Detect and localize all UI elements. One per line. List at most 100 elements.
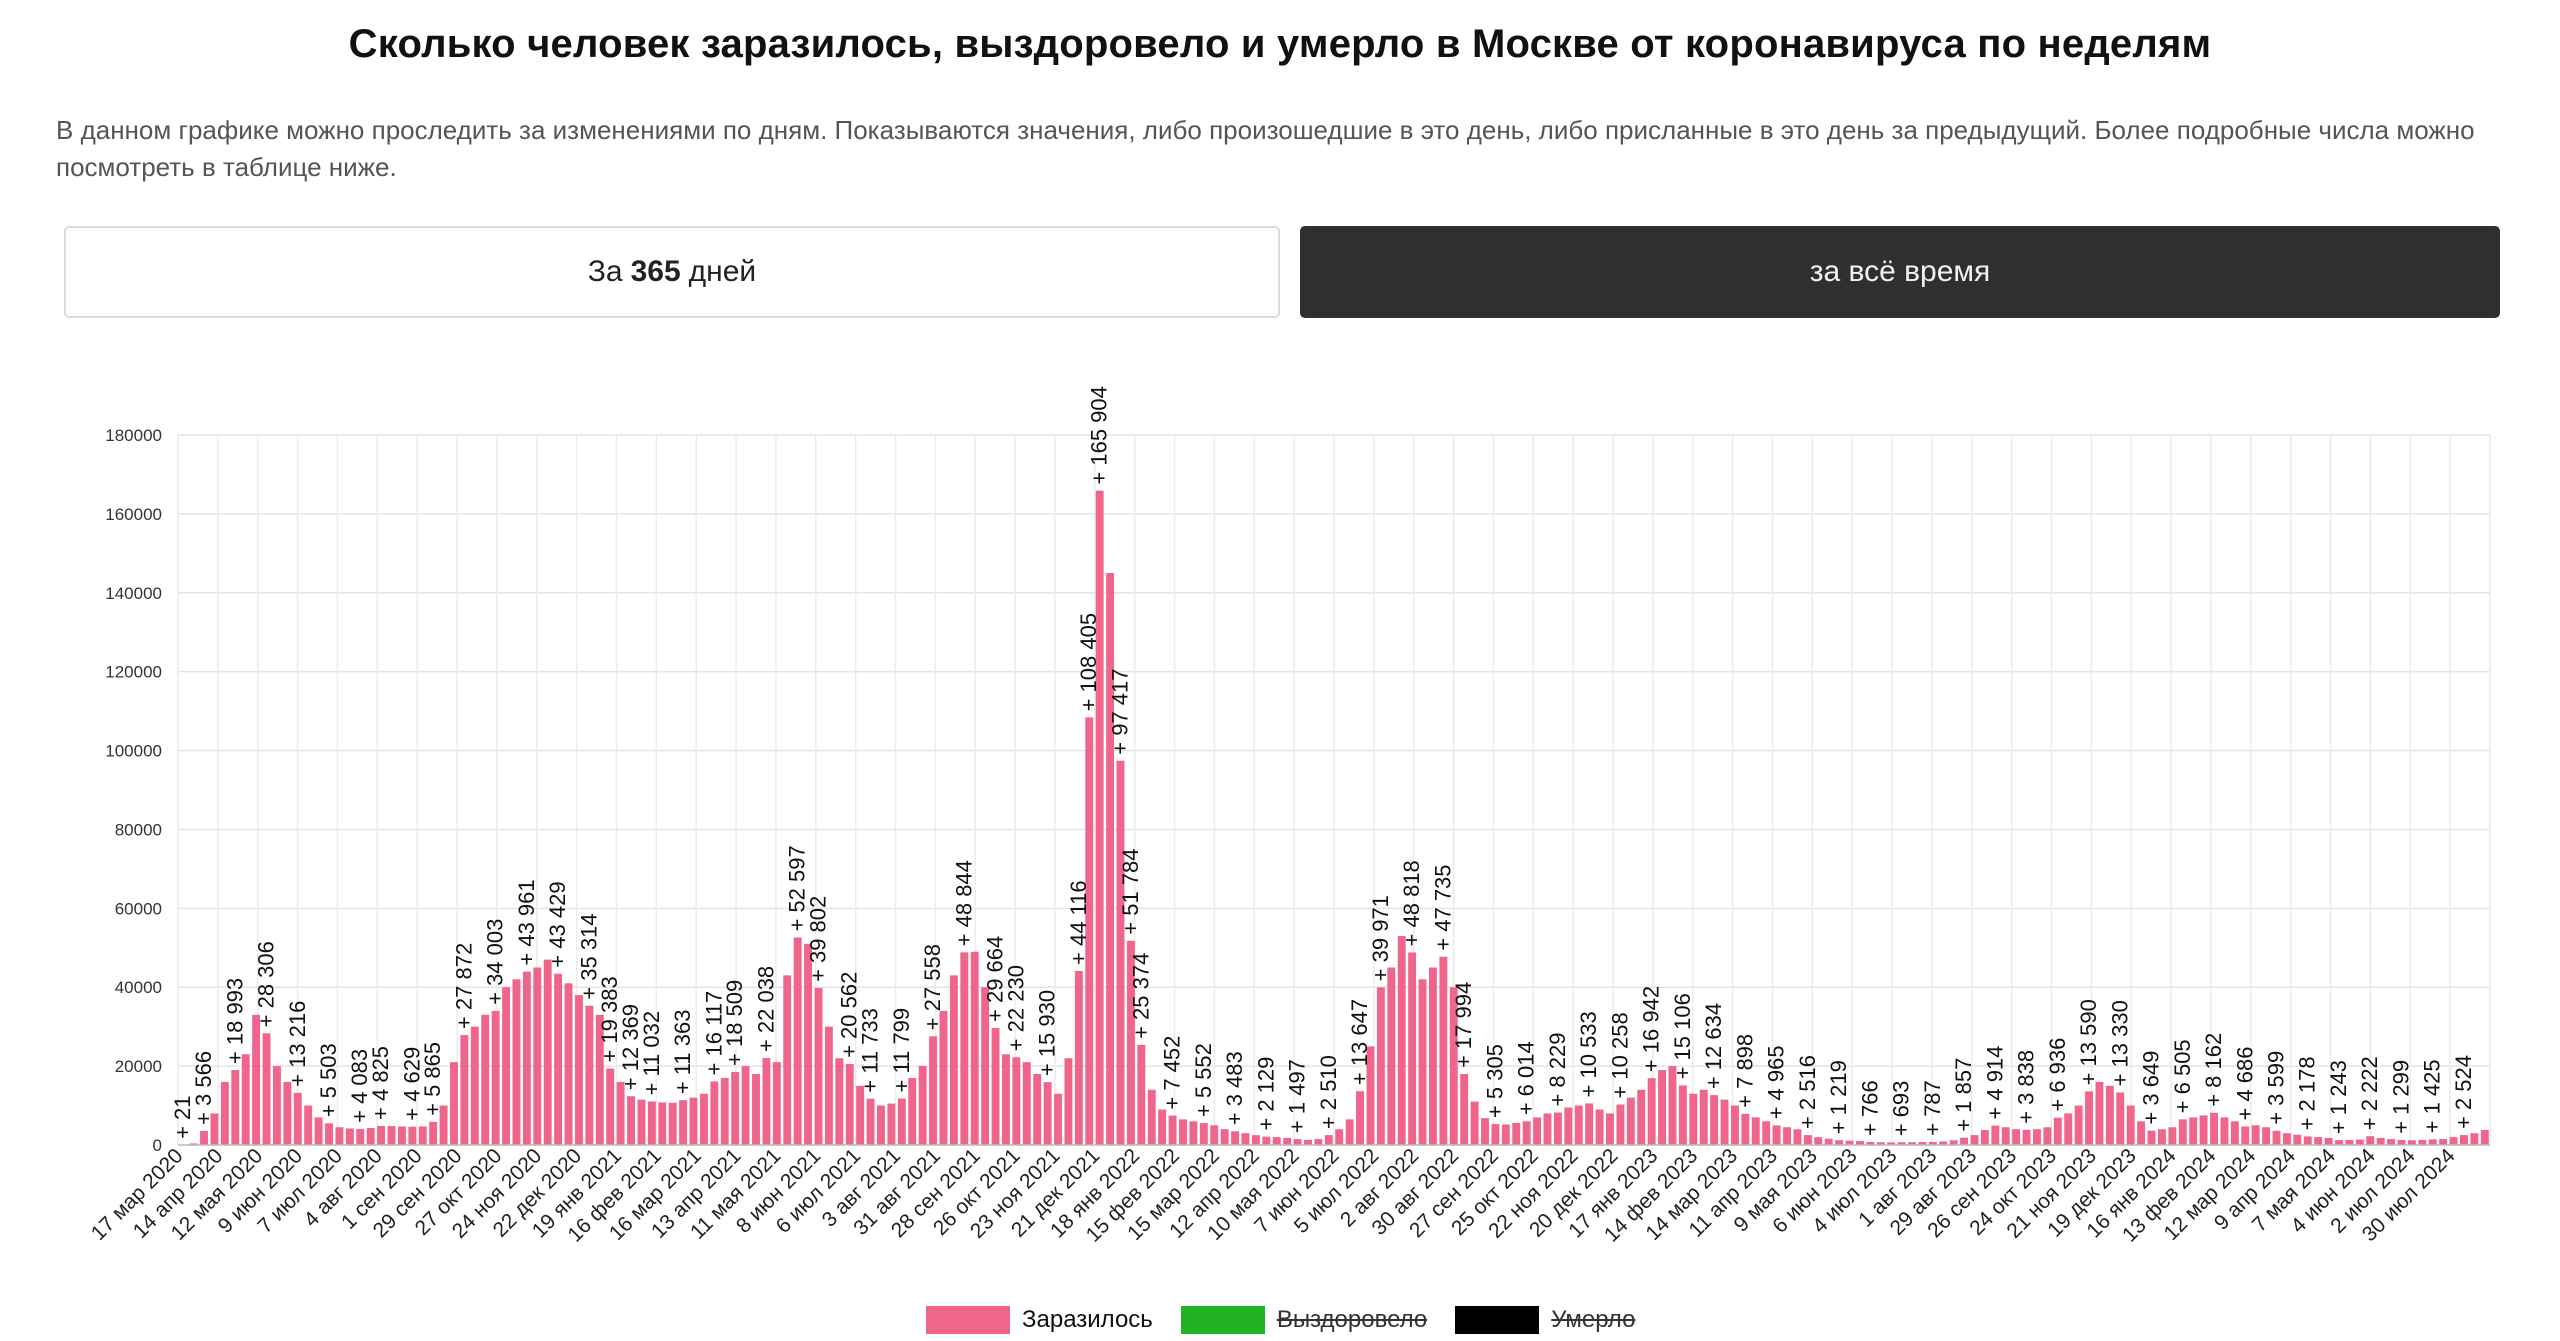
bar: [1408, 952, 1417, 1145]
bar-data-label: + 47 735: [1430, 864, 1455, 950]
bar: [574, 995, 583, 1145]
bar: [897, 1098, 906, 1145]
bar: [2095, 1081, 2104, 1145]
bar: [491, 1010, 500, 1145]
legend-item-infected[interactable]: Заразилось: [926, 1306, 1153, 1334]
bar: [2178, 1119, 2187, 1145]
bar: [908, 1077, 917, 1145]
bar-data-label: + 44 116: [1066, 880, 1091, 965]
bar: [720, 1077, 729, 1145]
bar: [2397, 1139, 2406, 1145]
bar: [679, 1100, 688, 1145]
bar: [1137, 1044, 1146, 1145]
bar: [2157, 1129, 2166, 1145]
bar: [2272, 1130, 2281, 1145]
bar: [1324, 1135, 1333, 1145]
bar: [2324, 1137, 2333, 1145]
bar: [1574, 1105, 1583, 1145]
bar: [2293, 1134, 2302, 1145]
bar: [1199, 1123, 1208, 1145]
bar: [1606, 1113, 1614, 1145]
bar: [1845, 1140, 1854, 1145]
bar: [1147, 1089, 1156, 1145]
period-number: 365: [630, 255, 681, 288]
bar: [939, 1010, 948, 1145]
bar-data-label: + 5 503: [316, 1043, 341, 1117]
all-time-label: за всё время: [1809, 255, 1991, 288]
bar: [1418, 979, 1427, 1145]
bar: [2355, 1139, 2364, 1145]
bar: [606, 1068, 615, 1145]
bar: [2043, 1127, 2052, 1145]
bar: [304, 1105, 313, 1145]
bar: [2387, 1139, 2396, 1145]
bar-data-label: + 18 993: [222, 978, 247, 1064]
bar-data-label: + 787: [1920, 1080, 1945, 1136]
period-365-button[interactable]: За 365 дней: [64, 226, 1280, 318]
bar: [439, 1105, 448, 1145]
bar: [1626, 1097, 1635, 1145]
bar-data-label: + 51 784: [1118, 848, 1143, 934]
chart-description: В данном графике можно проследить за изм…: [56, 115, 2475, 182]
bar: [772, 1062, 781, 1145]
y-tick-label: 40000: [115, 978, 162, 997]
bar: [1585, 1103, 1594, 1145]
bar: [1387, 967, 1396, 1145]
bar-data-label: + 16 942: [1639, 986, 1664, 1072]
bar: [1095, 490, 1104, 1145]
bar: [2376, 1137, 2385, 1145]
weekly-cases-chart: + 21+ 3 566+ 18 993 + 28 306+ 13 216 + 5 5…: [87, 386, 2491, 1247]
bar-data-label: + 15 930: [1035, 990, 1060, 1076]
bar: [397, 1126, 406, 1145]
bar-data-label: + 15 106: [1670, 993, 1695, 1079]
bar: [377, 1125, 386, 1145]
bar: [1397, 935, 1406, 1145]
bar: [252, 1014, 261, 1145]
bar: [1126, 940, 1135, 1145]
bar: [1970, 1135, 1979, 1145]
legend-item-recovered[interactable]: Выздоровело: [1180, 1306, 1427, 1334]
bar: [824, 1026, 833, 1145]
bar: [1366, 1046, 1375, 1145]
bar-data-label: + 165 904: [1087, 386, 1112, 484]
bar-data-label: + 4 914: [1982, 1046, 2007, 1120]
bar-data-label: + 97 417: [1108, 668, 1133, 754]
bar: [1283, 1137, 1292, 1145]
bar-data-label: + 3 566: [191, 1051, 216, 1125]
bar: [1824, 1138, 1833, 1145]
bar: [1220, 1129, 1229, 1145]
bar: [2220, 1117, 2229, 1145]
bar: [1553, 1112, 1562, 1145]
bar: [1106, 573, 1115, 1145]
bar: [293, 1092, 302, 1145]
bar: [741, 1066, 750, 1145]
bar: [2449, 1137, 2458, 1145]
bar-data-label: + 13 647: [1347, 999, 1372, 1085]
bar: [1491, 1124, 1500, 1145]
bar-data-label: + 1 497: [1285, 1059, 1310, 1133]
bar: [356, 1128, 365, 1145]
bar: [1908, 1142, 1916, 1145]
bar-data-label: + 6 505: [2170, 1039, 2195, 1113]
legend-item-died[interactable]: Умерло: [1455, 1306, 1635, 1334]
bar: [1501, 1124, 1510, 1145]
bar-data-label: + 16 117: [701, 991, 726, 1076]
bar: [1189, 1121, 1198, 1145]
bar: [2105, 1085, 2114, 1145]
bar: [1376, 987, 1385, 1145]
bar: [1668, 1066, 1677, 1145]
bar: [1512, 1122, 1521, 1145]
legend-swatch-recovered: [1180, 1306, 1265, 1334]
bar: [1231, 1131, 1240, 1145]
bar-data-label: + 2 129: [1253, 1057, 1278, 1131]
bar: [1074, 970, 1083, 1145]
bar: [2168, 1127, 2177, 1145]
bar: [1762, 1121, 1771, 1145]
all-time-button[interactable]: за всё время: [1300, 226, 2500, 318]
bar: [512, 979, 521, 1145]
bar: [1835, 1140, 1844, 1145]
bar-data-label: + 4 965: [1764, 1045, 1789, 1119]
bar: [1314, 1139, 1323, 1145]
bar: [2428, 1139, 2437, 1145]
bar-data-label: + 13 330: [2107, 1000, 2132, 1086]
